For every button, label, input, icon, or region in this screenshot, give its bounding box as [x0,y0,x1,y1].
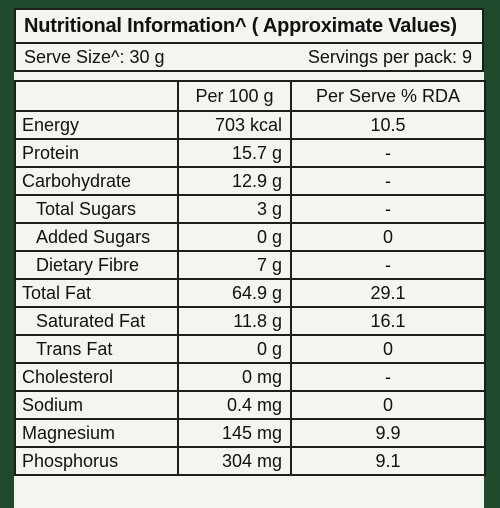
nutrition-title: Nutritional Information^ ( Approximate V… [14,8,484,42]
nutrition-panel: Nutritional Information^ ( Approximate V… [14,8,486,508]
rda-value: 9.1 [290,446,486,476]
nutrient-name: Phosphorus [14,446,179,476]
per-100g-value: 703 kcal [177,110,292,140]
nutrient-name: Energy [14,110,179,140]
rda-value: - [290,166,486,196]
table-row: Saturated Fat 11.8 g 16.1 [14,306,486,336]
per-100g-value: 0 mg [177,362,292,392]
per-100g-value: 145 mg [177,418,292,448]
table-row: Dietary Fibre 7 g- [14,250,486,280]
table-row: Protein 15.7 g- [14,138,486,168]
table-row: Sodium 0.4 mg 0 [14,390,486,420]
nutrient-name: Total Fat [14,278,179,308]
per-100g-value: 304 mg [177,446,292,476]
nutrient-name: Magnesium [14,418,179,448]
nutrient-name: Dietary Fibre [14,250,179,280]
rda-value: 16.1 [290,306,486,336]
column-header-nutrient [14,80,179,112]
package-edge [486,0,500,500]
rda-value: - [290,362,486,392]
nutrient-name: Carbohydrate [14,166,179,196]
table-row: Total Sugars 3 g- [14,194,486,224]
table-row: Carbohydrate 12.9 g- [14,166,486,196]
table-row: Energy 703 kcal 10.5 [14,110,486,140]
servings-per-pack: Servings per pack: 9 [307,47,472,67]
table-row: Phosphorus 304 mg 9.1 [14,446,486,476]
nutrient-name: Protein [14,138,179,168]
nutrient-name: Cholesterol [14,362,179,392]
per-100g-value: 64.9 g [177,278,292,308]
per-100g-value: 0.4 mg [177,390,292,420]
per-100g-value: 12.9 g [177,166,292,196]
rda-value: 0 [290,222,486,252]
per-100g-value: 0 g [177,334,292,364]
nutrient-name: Total Sugars [14,194,179,224]
serve-size: Serve Size^: 30 g [24,47,165,67]
per-100g-value: 15.7 g [177,138,292,168]
nutrient-name: Added Sugars [14,222,179,252]
column-header-per-100g: Per 100 g [177,80,292,112]
per-100g-value: 11.8 g [177,306,292,336]
per-100g-value: 3 g [177,194,292,224]
serving-info: Serve Size^: 30 g Servings per pack: 9 [14,42,484,72]
table-header-row: Per 100 g Per Serve % RDA [14,80,486,112]
rda-value: 29.1 [290,278,486,308]
rda-value: - [290,250,486,280]
table-row: Total Fat 64.9 g 29.1 [14,278,486,308]
rda-value: 0 [290,334,486,364]
nutrient-name: Saturated Fat [14,306,179,336]
nutrient-name: Trans Fat [14,334,179,364]
rda-value: 0 [290,390,486,420]
nutrient-name: Sodium [14,390,179,420]
nutrition-table: Per 100 g Per Serve % RDA Energy 703 kcal… [14,80,486,476]
rda-value: - [290,194,486,224]
rda-value: - [290,138,486,168]
per-100g-value: 7 g [177,250,292,280]
column-header-rda: Per Serve % RDA [290,80,486,112]
per-100g-value: 0 g [177,222,292,252]
table-row: Magnesium 145 mg 9.9 [14,418,486,448]
table-row: Cholesterol 0 mg - [14,362,486,392]
rda-value: 9.9 [290,418,486,448]
rda-value: 10.5 [290,110,486,140]
